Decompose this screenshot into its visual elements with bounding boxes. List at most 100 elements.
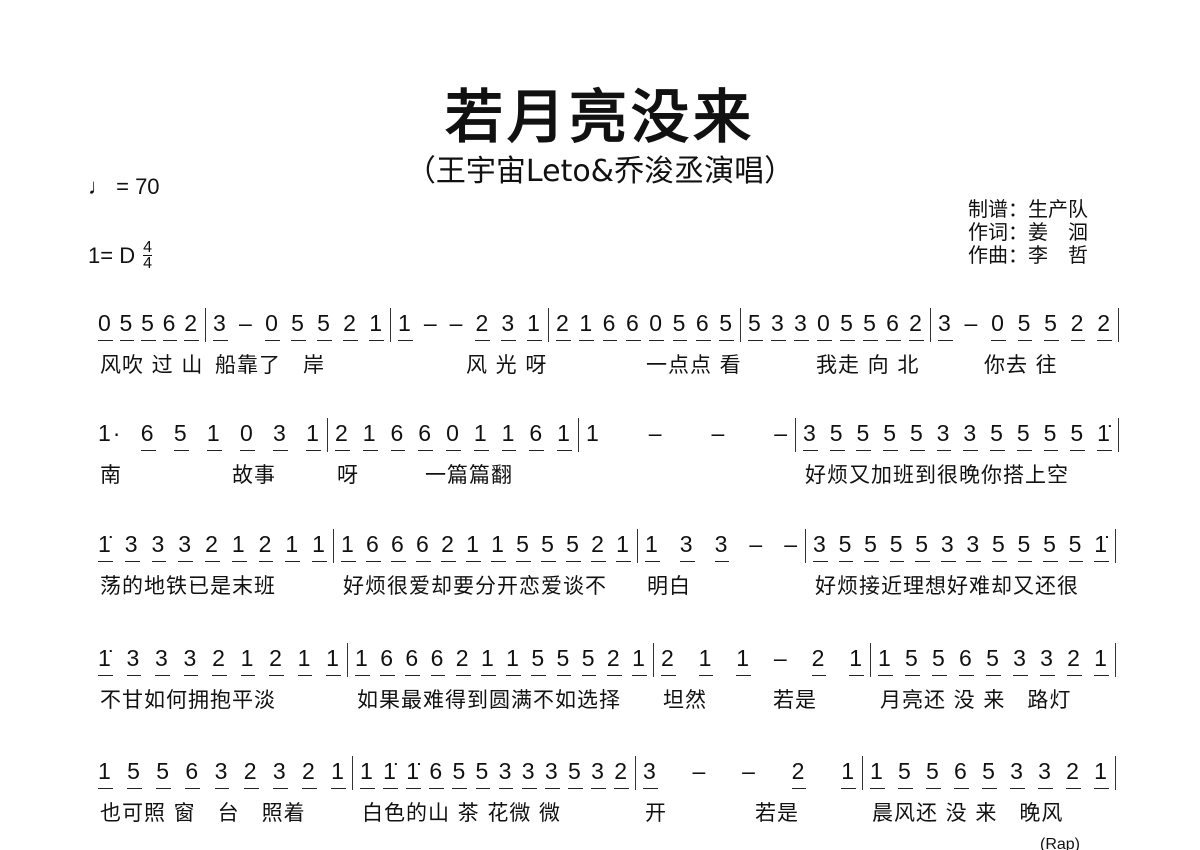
barline [862, 756, 863, 790]
note: – [784, 531, 799, 557]
barline [805, 529, 806, 563]
song-title: 若月亮没来 [444, 83, 755, 151]
note: 3 [151, 531, 167, 562]
note: 5 [840, 310, 855, 341]
note: 1 [466, 531, 481, 562]
note: 3 [591, 758, 606, 789]
note: 1 [326, 645, 341, 676]
barline [635, 756, 636, 790]
note: 2 [301, 758, 317, 789]
note: 2 [791, 758, 807, 789]
note: 3 [643, 758, 658, 789]
note: 1 [632, 645, 647, 676]
note: 0 [265, 310, 280, 341]
note: 3 [1010, 758, 1025, 789]
note: 5 [672, 310, 688, 341]
key-signature: 1= D 4 4 [88, 240, 152, 272]
note: 5 [581, 645, 597, 676]
note: 1 [331, 758, 346, 789]
note: 5 [1070, 420, 1086, 451]
measure-lyrics: 好烦很爱却要分开恋爱谈不 [343, 574, 607, 598]
note: 5 [291, 310, 306, 341]
note: 5 [556, 645, 572, 676]
barline [205, 308, 206, 342]
note: 6 [405, 645, 421, 676]
note: 6 [695, 310, 711, 341]
note: 5 [889, 531, 905, 562]
note: 5 [516, 531, 531, 562]
note: 5 [986, 645, 1001, 676]
note: 1̇ [383, 758, 398, 789]
measure: 1 5 5 6 5 3 3 2 1 晨风还 没 来 晚风 [862, 758, 1115, 828]
barline [578, 418, 579, 452]
note: 3 [940, 531, 956, 562]
measure-lyrics: 一点点 看 [558, 353, 742, 377]
note: 3 [501, 310, 517, 341]
barline [352, 756, 353, 790]
note: 6 [366, 531, 381, 562]
measure-notes: 1 3 3– – [645, 531, 799, 562]
note: 1 [369, 310, 384, 341]
note: 1 [527, 310, 542, 341]
note: 3 [966, 531, 982, 562]
note: 6 [886, 310, 901, 341]
song-subtitle: （王宇宙Leto&乔浚丞演唱） [405, 154, 795, 189]
measure-notes: 1̇ 3 3 3 2 1 2 1 1 [98, 645, 341, 676]
rap-label: (Rap) [1040, 836, 1081, 850]
note: 5 [541, 531, 556, 562]
note: 2 [212, 645, 227, 676]
note: 2 [606, 645, 622, 676]
note: 2 [455, 645, 471, 676]
note: 1 [355, 645, 370, 676]
note: 1 [1094, 758, 1109, 789]
measure: 1 1̇ 1̇ 6 5 5 3 3 3 5 3 2 白色的山 茶 花微 微 [352, 758, 635, 828]
note: 3 [183, 645, 199, 676]
note: – [773, 645, 789, 671]
note: 1 [501, 420, 517, 451]
note: 6 [140, 420, 156, 451]
note: 1 [98, 758, 113, 789]
note: 2 [1066, 758, 1081, 789]
measure-lyrics: 如果最难得到圆满不如选择 [357, 688, 621, 712]
note: 3 [771, 310, 786, 341]
note: 5 [905, 645, 920, 676]
note: 2 [661, 645, 676, 676]
note: 3 [794, 310, 809, 341]
note: 5 [829, 420, 845, 451]
barline [390, 308, 391, 342]
measure: 3 5 5 5 5 3 3 5 5 5 5 1̇ 好烦接近理想好难却又还很 [805, 531, 1115, 601]
measure-notes: 3 – – 2 1 [643, 758, 856, 789]
note: 5 [856, 420, 872, 451]
note: 1 [240, 645, 256, 676]
note: 2 [909, 310, 924, 341]
note: 1 [878, 645, 893, 676]
measure-lyrics: 开 若是 [645, 801, 799, 825]
note: – [964, 310, 980, 336]
note: 5 [1043, 420, 1059, 451]
measure-notes: 3–0 5 5 2 2 [938, 310, 1112, 341]
note: 0 [446, 420, 461, 451]
note: 5 [991, 531, 1007, 562]
note: 1 [231, 531, 247, 562]
barline [795, 418, 796, 452]
note: 3 [124, 531, 140, 562]
note: 3 [126, 645, 142, 676]
note: 5 [748, 310, 763, 341]
note: 5 [1017, 310, 1033, 341]
note: 6 [959, 645, 974, 676]
note: 1 [849, 645, 864, 676]
note: 5 [566, 531, 581, 562]
note: 2 [184, 310, 199, 341]
measure-lyrics: 风 光 呀 [400, 353, 548, 377]
note: – [648, 420, 664, 446]
note: 3 [155, 645, 170, 676]
note: – [239, 310, 254, 336]
note: 5 [1043, 531, 1058, 562]
note: 3 [544, 758, 560, 789]
note: 2 [811, 645, 827, 676]
